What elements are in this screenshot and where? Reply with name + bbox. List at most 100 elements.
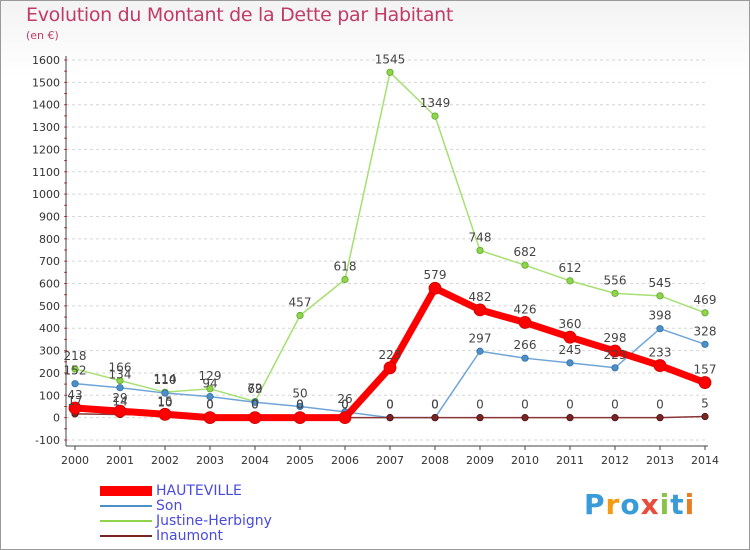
y-tick-label: 1200 [32,143,60,156]
data-label-son: 69 [247,382,262,396]
y-tick-label: 1400 [32,99,60,112]
data-label-justine-herbigny: 556 [604,273,627,287]
data-point-hauteville [428,281,442,295]
data-label-son: 223 [604,348,627,362]
logo-letter: r [605,488,621,521]
data-point-justine-herbigny [521,261,529,269]
data-point-hauteville [338,411,352,425]
data-point-inaumont [521,414,529,422]
data-label-justine-herbigny: 1545 [375,52,406,66]
data-label-justine-herbigny: 682 [514,245,537,259]
data-point-inaumont [431,414,439,422]
data-point-justine-herbigny [611,289,619,297]
data-point-justine-herbigny [476,246,484,255]
data-label-justine-herbigny: 166 [109,361,132,375]
data-label-hauteville: 579 [424,268,447,282]
data-point-son [71,380,79,388]
data-label-justine-herbigny: 618 [334,260,357,274]
legend-swatch-justine-herbigny [100,520,152,522]
data-label-hauteville: 298 [604,331,627,345]
data-point-inaumont [656,414,664,422]
data-label-inaumont: 0 [476,398,484,412]
x-tick-label: 2006 [331,454,359,467]
data-point-son [161,389,169,397]
data-point-hauteville [383,361,397,375]
data-point-justine-herbigny [431,112,439,120]
logo-letter: P [584,488,606,521]
legend-swatch-son [100,505,152,507]
chart-title: Evolution du Montant de la Dette par Hab… [26,4,454,26]
legend-label-son: Son [156,498,183,514]
data-point-hauteville [113,404,127,418]
data-point-hauteville [248,411,262,425]
data-label-hauteville: 15 [157,394,172,408]
logo-letter: o [620,488,641,521]
x-tick-label: 2008 [421,454,449,467]
y-tick-label: 800 [39,233,60,246]
data-label-hauteville: 43 [67,388,82,402]
data-label-inaumont: 0 [611,398,619,412]
x-tick-label: 2000 [61,454,89,467]
data-label-hauteville: 0 [296,398,304,412]
data-label-justine-herbigny: 1349 [420,96,451,110]
y-tick-label: 1500 [32,76,60,89]
data-label-hauteville: 233 [649,346,672,360]
data-point-justine-herbigny [386,68,394,76]
legend-label-hauteville: HAUTEVILLE [156,483,242,499]
data-label-son: 398 [649,309,672,323]
y-tick-label: 1600 [32,54,60,67]
data-label-son: 152 [64,364,87,378]
data-label-hauteville: 360 [559,317,582,331]
data-label-inaumont: 0 [656,398,664,412]
data-label-son: 297 [469,331,492,345]
data-label-inaumont: 0 [296,398,304,412]
data-label-inaumont: 0 [341,398,349,412]
data-label-hauteville: 29 [112,391,127,405]
data-label-hauteville: 223 [379,348,402,362]
y-tick-label: 500 [39,300,60,313]
data-label-inaumont: 0 [206,398,214,412]
logo-letter: t [670,488,685,521]
data-point-hauteville [653,359,667,372]
data-label-son: 134 [109,368,132,382]
x-tick-label: 2012 [601,454,629,467]
data-label-hauteville: 0 [341,398,349,412]
data-point-inaumont [386,414,394,422]
y-tick-label: 1300 [32,121,60,134]
data-point-son [251,398,259,406]
logo-letter: i [659,488,671,521]
data-point-son [566,359,574,367]
x-tick-label: 2014 [691,454,719,467]
data-label-inaumont: 0 [566,398,574,412]
data-point-son [476,347,484,355]
data-label-inaumont: 0 [251,398,259,412]
data-point-hauteville [293,411,307,425]
legend-label-justine-herbigny: Justine-Herbigny [156,513,272,529]
data-point-son [296,402,304,411]
data-point-justine-herbigny [701,309,709,317]
data-point-hauteville [68,401,82,415]
data-label-hauteville: 0 [206,398,214,412]
data-point-justine-herbigny [656,292,664,300]
data-point-son [206,393,214,401]
logo-letter: x [640,488,660,521]
data-label-son: 266 [514,338,537,352]
y-tick-label: -100 [35,434,60,447]
data-label-inaumont: 5 [701,397,709,411]
data-label-son: 328 [694,324,717,338]
data-label-son: 50 [292,386,307,400]
data-point-hauteville [203,411,217,425]
logo-letter: i [684,488,696,521]
x-tick-label: 2005 [286,454,314,467]
data-label-justine-herbigny: 457 [289,295,312,309]
y-tick-label: 1000 [32,188,60,201]
data-point-hauteville [608,344,622,358]
data-label-son: 0 [431,398,439,412]
y-tick-label: 900 [39,210,60,223]
y-tick-label: 0 [53,412,60,425]
x-tick-label: 2009 [466,454,494,467]
y-tick-label: 100 [39,389,60,402]
x-tick-label: 2011 [556,454,584,467]
x-tick-label: 2007 [376,454,404,467]
data-point-justine-herbigny [566,277,574,285]
